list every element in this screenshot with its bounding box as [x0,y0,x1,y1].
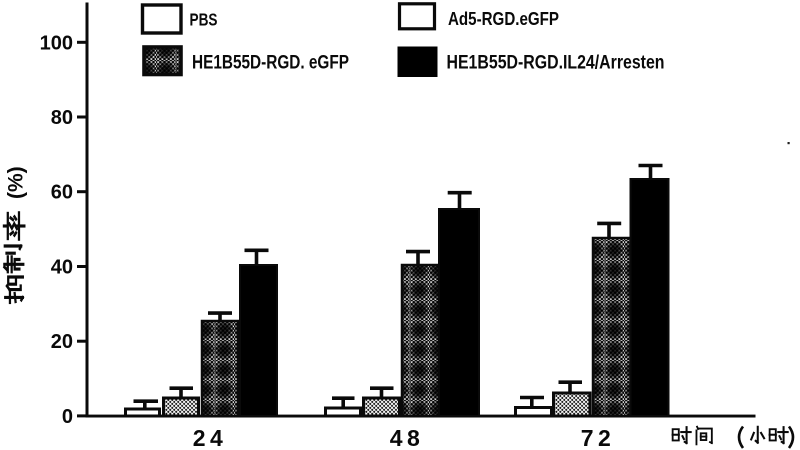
svg-text:HE1B55D-RGD. eGFP: HE1B55D-RGD. eGFP [192,52,349,74]
svg-text:HE1B55D-RGD.IL24/Arresten: HE1B55D-RGD.IL24/Arresten [447,52,665,74]
svg-text:48: 48 [390,425,425,450]
svg-text:Ad5-RGD.eGFP: Ad5-RGD.eGFP [448,9,559,29]
svg-text:24: 24 [193,425,228,450]
svg-text:40: 40 [51,256,73,278]
svg-text:(%): (%) [5,166,28,199]
svg-text:100: 100 [40,32,73,54]
svg-text:PBS: PBS [190,10,218,30]
svg-text:72: 72 [581,425,616,450]
svg-text:0: 0 [62,406,73,428]
svg-text:60: 60 [51,182,73,204]
svg-text:80: 80 [51,107,73,129]
svg-text:20: 20 [51,331,73,353]
